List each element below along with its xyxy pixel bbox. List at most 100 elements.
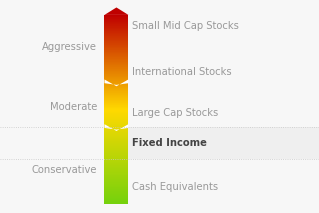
Bar [105, 174, 128, 175]
Bar [105, 70, 128, 71]
Bar [105, 155, 128, 156]
Bar [105, 29, 128, 30]
Bar [105, 125, 128, 126]
Bar [105, 132, 128, 133]
Bar [105, 134, 128, 135]
Bar [105, 167, 128, 168]
Bar [105, 53, 128, 54]
Bar [105, 48, 128, 49]
Bar [105, 144, 128, 145]
Text: Large Cap Stocks: Large Cap Stocks [132, 108, 219, 118]
Bar [105, 194, 128, 195]
Bar [105, 81, 128, 82]
Bar [105, 55, 128, 56]
Bar [105, 71, 128, 72]
Bar [105, 85, 128, 86]
Bar [105, 84, 128, 85]
Bar [105, 165, 128, 166]
Bar [105, 183, 128, 184]
Polygon shape [105, 124, 128, 131]
Bar [105, 47, 128, 48]
Bar [105, 143, 128, 144]
Bar [105, 190, 128, 191]
Bar [105, 24, 128, 25]
Bar [105, 67, 128, 68]
Bar [105, 175, 128, 176]
Bar [105, 117, 128, 118]
Bar [105, 119, 128, 120]
Bar [105, 75, 128, 76]
Bar [105, 98, 128, 99]
Bar [105, 32, 128, 33]
Bar [105, 129, 128, 130]
Bar [105, 146, 128, 147]
Bar [105, 69, 128, 70]
Bar [105, 66, 128, 67]
Bar [105, 99, 128, 100]
Bar [105, 184, 128, 185]
Bar [105, 118, 128, 119]
Bar [105, 111, 128, 112]
Bar [128, 127, 319, 159]
Bar [105, 105, 128, 106]
Bar [105, 182, 128, 183]
Bar [105, 61, 128, 62]
Bar [105, 18, 128, 19]
Bar [105, 38, 128, 39]
Bar [105, 153, 128, 154]
Bar [105, 145, 128, 146]
Bar [105, 160, 128, 161]
Bar [105, 150, 128, 151]
Bar [105, 60, 128, 61]
Bar [105, 93, 128, 94]
Bar [105, 16, 128, 17]
Bar [105, 130, 128, 131]
Bar [105, 187, 128, 188]
Bar [105, 59, 128, 60]
Bar [105, 121, 128, 122]
Bar [105, 135, 128, 136]
Bar [105, 86, 128, 87]
Bar [105, 169, 128, 170]
Bar [105, 64, 128, 65]
Bar [105, 173, 128, 174]
Bar [105, 46, 128, 47]
Bar [105, 39, 128, 40]
Bar [105, 35, 128, 36]
Bar [105, 162, 128, 163]
Bar [105, 123, 128, 124]
Bar [105, 102, 128, 103]
Bar [105, 149, 128, 150]
Bar [105, 159, 128, 160]
Bar [105, 196, 128, 197]
Bar [105, 126, 128, 127]
Bar [105, 74, 128, 75]
Bar [105, 87, 128, 88]
Bar [105, 128, 128, 129]
Bar [105, 141, 128, 142]
Bar [105, 100, 128, 101]
Bar [105, 154, 128, 155]
Bar [105, 115, 128, 116]
Bar [105, 114, 128, 115]
Bar [105, 158, 128, 159]
Bar [105, 44, 128, 45]
Bar [105, 199, 128, 200]
Bar [105, 156, 128, 157]
Bar [105, 106, 128, 107]
Bar [105, 200, 128, 201]
Bar [105, 56, 128, 57]
Bar [105, 31, 128, 32]
Bar [105, 42, 128, 43]
Bar [105, 138, 128, 139]
Bar [105, 142, 128, 143]
Bar [105, 112, 128, 113]
Bar [105, 41, 128, 42]
Bar [105, 21, 128, 22]
Bar [105, 192, 128, 193]
Bar [105, 96, 128, 97]
Bar [105, 92, 128, 93]
Bar [105, 20, 128, 21]
Bar [105, 147, 128, 148]
Bar [105, 103, 128, 104]
